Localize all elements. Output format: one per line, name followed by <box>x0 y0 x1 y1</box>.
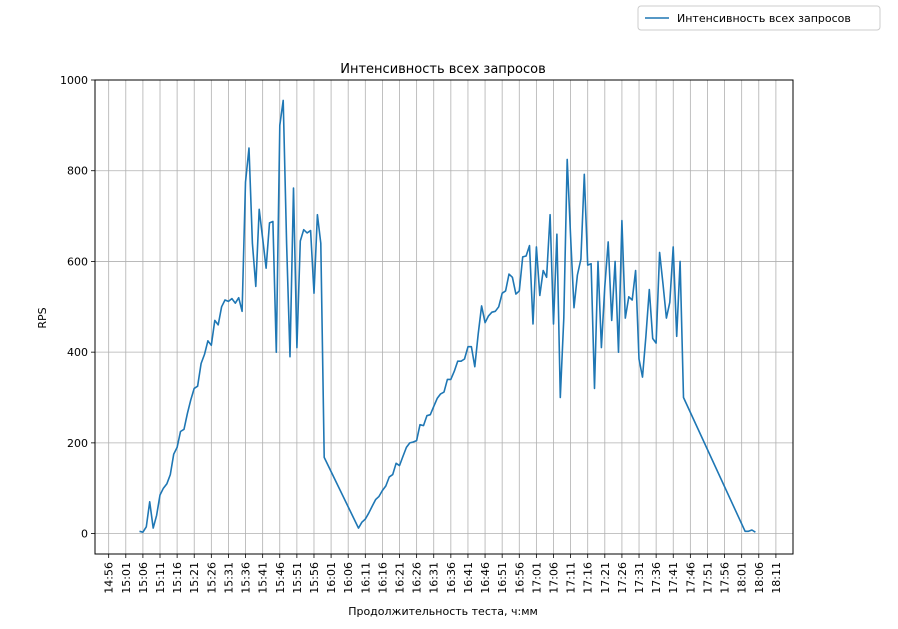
x-tick-label: 15:51 <box>291 562 304 594</box>
x-axis-label: Продолжительность теста, ч:мм <box>348 605 538 618</box>
x-tick-label: 16:56 <box>513 562 526 594</box>
x-tick-label: 17:46 <box>684 562 697 594</box>
x-tick-label: 15:31 <box>222 562 235 594</box>
x-tick-label: 17:11 <box>565 562 578 594</box>
x-tick-label: 16:26 <box>411 562 424 594</box>
x-tick-label: 14:56 <box>103 562 116 594</box>
x-tick-label: 16:31 <box>428 562 441 594</box>
x-tick-label: 15:56 <box>308 562 321 594</box>
x-tick-label: 17:51 <box>701 562 714 594</box>
x-tick-label: 15:16 <box>171 562 184 594</box>
y-tick-label: 600 <box>67 255 88 268</box>
x-tick-label: 16:46 <box>479 562 492 594</box>
y-tick-label: 1000 <box>60 74 88 87</box>
x-tick-label: 17:06 <box>547 562 560 594</box>
x-tick-label: 17:16 <box>582 562 595 594</box>
x-tick-label: 17:21 <box>599 562 612 594</box>
x-tick-label: 16:06 <box>342 562 355 594</box>
series-line <box>139 99 756 534</box>
y-axis-label: RPS <box>36 307 49 328</box>
x-tick-label: 16:11 <box>359 562 372 594</box>
x-tick-label: 17:01 <box>530 562 543 594</box>
x-tick-label: 18:06 <box>753 562 766 594</box>
y-tick-label: 400 <box>67 346 88 359</box>
x-tick-label: 16:21 <box>394 562 407 594</box>
y-tick-label: 800 <box>67 165 88 178</box>
x-tick-label: 18:11 <box>770 562 783 594</box>
axis-ticks: 14:56 15:01 15:06 15:11 15:16 15:21 15:26 15:31… <box>60 74 783 594</box>
x-tick-label: 16:36 <box>445 562 458 594</box>
legend: Интенсивность всех запросов <box>637 5 881 31</box>
x-tick-label: 17:26 <box>616 562 629 594</box>
y-tick-label: 0 <box>81 528 88 541</box>
x-tick-label: 17:31 <box>633 562 646 594</box>
chart-title: Интенсивность всех запросов <box>340 62 546 77</box>
x-tick-label: 16:01 <box>325 562 338 594</box>
x-tick-label: 15:46 <box>274 562 287 594</box>
plot-frame <box>94 79 794 555</box>
x-tick-label: 16:51 <box>496 562 509 594</box>
x-tick-label: 16:16 <box>376 562 389 594</box>
y-tick-label: 200 <box>67 437 88 450</box>
x-tick-label: 15:11 <box>154 562 167 594</box>
x-tick-label: 15:06 <box>137 562 150 594</box>
x-tick-label: 17:36 <box>650 562 663 594</box>
x-tick-label: 16:41 <box>462 562 475 594</box>
x-tick-label: 15:01 <box>120 562 133 594</box>
legend-box <box>637 5 881 31</box>
x-tick-label: 15:41 <box>257 562 270 594</box>
series-layer <box>139 99 756 534</box>
x-tick-label: 17:56 <box>719 562 732 594</box>
grid-lines <box>95 79 793 554</box>
x-tick-label: 15:26 <box>205 562 218 594</box>
x-tick-label: 18:01 <box>736 562 749 594</box>
x-tick-label: 17:41 <box>667 562 680 594</box>
x-tick-label: 15:21 <box>188 562 201 594</box>
legend-entry-label: Интенсивность всех запросов <box>677 12 851 25</box>
x-tick-label: 15:36 <box>240 562 253 594</box>
